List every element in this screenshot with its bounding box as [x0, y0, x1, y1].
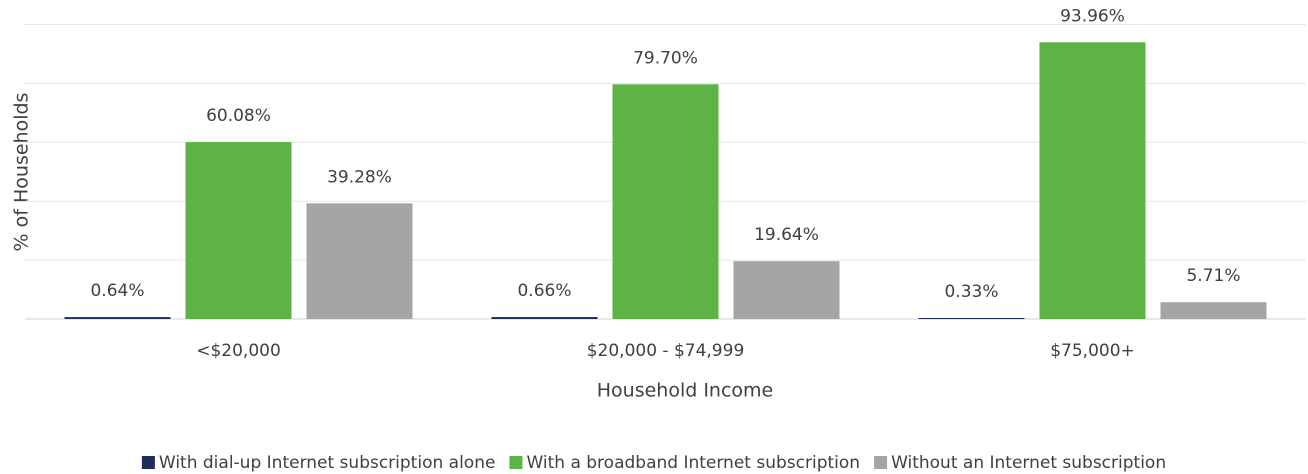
data-label: 0.33%	[944, 282, 998, 302]
legend-swatch	[874, 456, 888, 469]
bar	[918, 318, 1025, 320]
bar	[1039, 42, 1146, 319]
y-axis-label: % of Households	[11, 93, 33, 252]
x-tick-label: $75,000+	[1050, 341, 1135, 361]
x-tick-label: $20,000 - $74,999	[587, 341, 745, 361]
bar	[64, 317, 171, 319]
data-label: 93.96%	[1060, 6, 1125, 26]
legend-label: With a broadband Internet subscription	[526, 453, 860, 473]
data-label: 60.08%	[206, 106, 271, 126]
bar	[491, 317, 598, 319]
bar	[1160, 302, 1267, 319]
bar	[185, 142, 292, 319]
legend-label: Without an Internet subscription	[891, 453, 1166, 473]
legend-swatch	[509, 456, 523, 469]
bar	[306, 203, 413, 319]
bar	[612, 84, 719, 319]
legend-swatch	[141, 456, 155, 469]
bar	[733, 261, 840, 319]
data-label: 0.66%	[517, 281, 571, 301]
data-label: 5.71%	[1186, 266, 1240, 286]
x-axis-label: Household Income	[597, 380, 774, 402]
x-tick-label: <$20,000	[196, 341, 281, 361]
data-label: 19.64%	[754, 225, 819, 245]
data-label: 79.70%	[633, 48, 698, 68]
data-label: 39.28%	[327, 167, 392, 187]
legend-label: With dial-up Internet subscription alone	[159, 453, 496, 473]
data-label: 0.64%	[90, 281, 144, 301]
